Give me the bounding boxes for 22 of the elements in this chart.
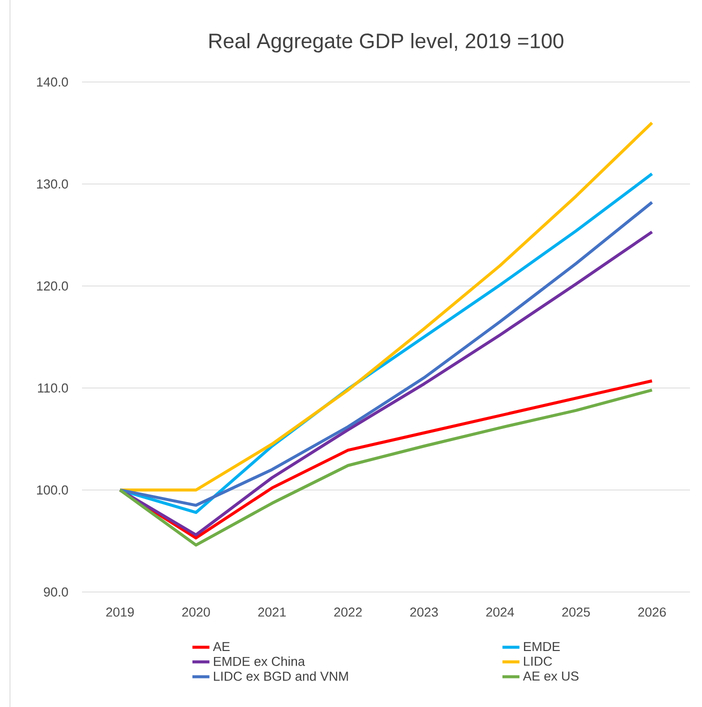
y-tick-label: 140.0 bbox=[37, 77, 68, 87]
y-tick-label: 100.0 bbox=[37, 485, 68, 495]
legend-label: AE ex US bbox=[522, 671, 578, 681]
legend-label: EMDE bbox=[524, 642, 560, 651]
x-tick-label: 2024 bbox=[486, 608, 514, 617]
x-tick-label: 2023 bbox=[410, 608, 438, 617]
line-series bbox=[118, 121, 654, 492]
legend-label: LIDC ex BGD and VNM bbox=[214, 671, 348, 681]
y-tick-label: 120.0 bbox=[37, 281, 68, 291]
y-tick-label: 110.0 bbox=[38, 383, 68, 393]
legend-label: LIDC bbox=[524, 656, 552, 666]
legend-label: EMDE ex China bbox=[214, 656, 306, 666]
x-tick-label: 2026 bbox=[638, 608, 666, 617]
x-tick-label: 2022 bbox=[334, 608, 362, 617]
y-tick-label: 130.0 bbox=[37, 179, 68, 189]
legend-label: AE bbox=[212, 642, 230, 651]
y-tick-label: 90.0 bbox=[44, 587, 68, 597]
x-tick-label: 2021 bbox=[258, 608, 286, 617]
x-tick-label: 2019 bbox=[106, 608, 134, 617]
chart-title: Real Aggregate GDP level, 2019 =100 bbox=[209, 33, 564, 52]
x-tick-label: 2020 bbox=[182, 608, 210, 617]
x-tick-label: 2025 bbox=[562, 608, 590, 617]
